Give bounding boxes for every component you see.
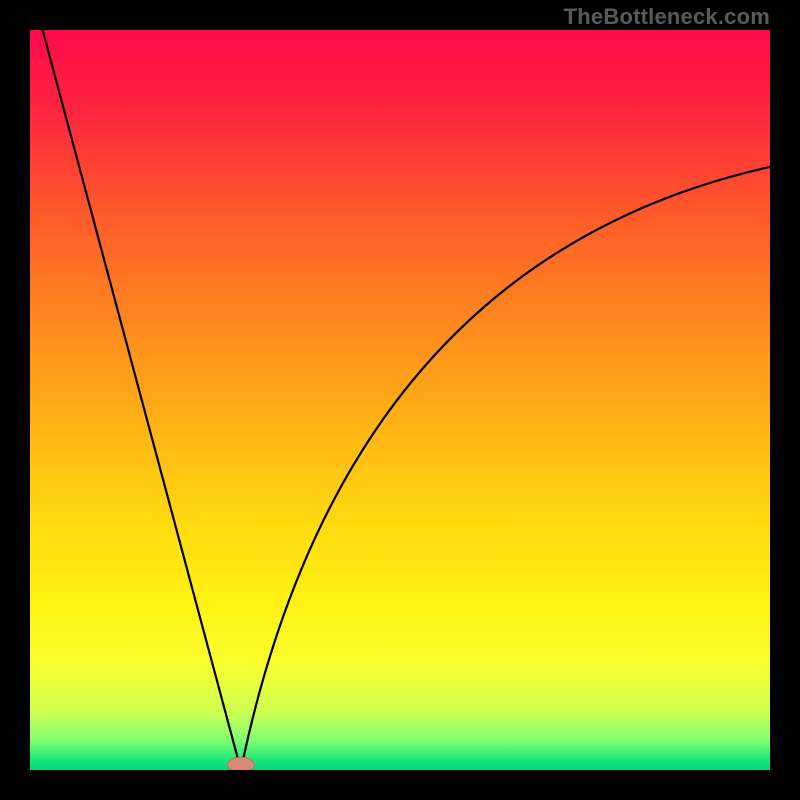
bottleneck-curve-chart <box>30 30 770 770</box>
optimum-marker <box>228 757 255 770</box>
plot-area <box>30 30 770 770</box>
chart-frame: TheBottleneck.com <box>0 0 800 800</box>
watermark-label: TheBottleneck.com <box>564 4 770 29</box>
watermark-text: TheBottleneck.com <box>564 4 770 30</box>
